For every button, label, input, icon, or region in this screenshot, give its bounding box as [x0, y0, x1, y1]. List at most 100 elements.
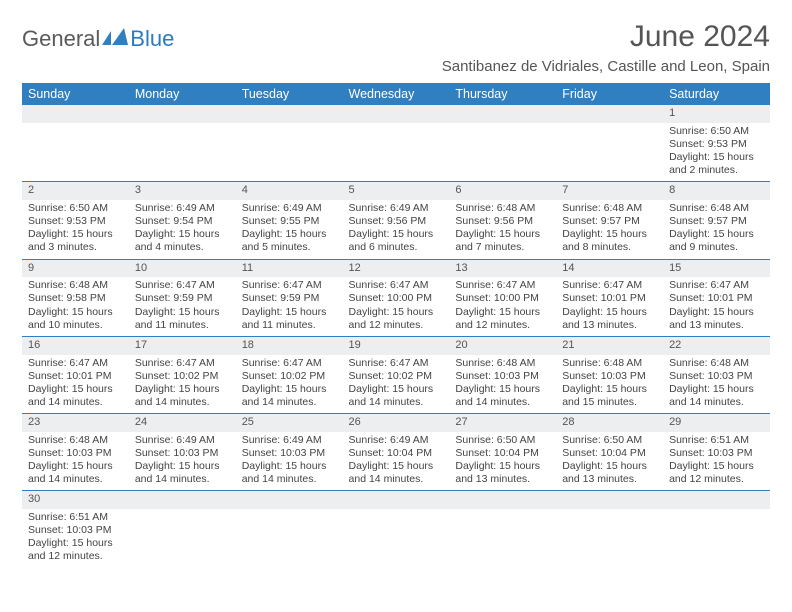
day-number: 29: [663, 414, 770, 432]
day-number: 21: [556, 337, 663, 355]
day-number: 12: [343, 260, 450, 278]
sunset-text: Sunset: 9:54 PM: [135, 215, 230, 228]
sunset-text: Sunset: 10:03 PM: [669, 447, 764, 460]
day-number: [556, 105, 663, 123]
calendar-week-row: 9Sunrise: 6:48 AMSunset: 9:58 PMDaylight…: [22, 259, 770, 336]
daylight-text: Daylight: 15 hours and 14 minutes.: [349, 383, 444, 409]
logo-text-general: General: [22, 26, 100, 52]
sunrise-text: Sunrise: 6:48 AM: [669, 357, 764, 370]
calendar-cell: [22, 105, 129, 182]
daylight-text: Daylight: 15 hours and 2 minutes.: [669, 151, 764, 177]
sunset-text: Sunset: 10:03 PM: [28, 447, 123, 460]
sunset-text: Sunset: 9:59 PM: [242, 292, 337, 305]
daylight-text: Daylight: 15 hours and 12 minutes.: [28, 537, 123, 563]
sunrise-text: Sunrise: 6:50 AM: [28, 202, 123, 215]
day-details: Sunrise: 6:47 AMSunset: 10:00 PMDaylight…: [343, 277, 450, 336]
calendar-cell: 21Sunrise: 6:48 AMSunset: 10:03 PMDaylig…: [556, 336, 663, 413]
sunset-text: Sunset: 9:57 PM: [562, 215, 657, 228]
calendar-cell: 2Sunrise: 6:50 AMSunset: 9:53 PMDaylight…: [22, 182, 129, 259]
sunset-text: Sunset: 10:01 PM: [669, 292, 764, 305]
sunrise-text: Sunrise: 6:48 AM: [455, 202, 550, 215]
sunset-text: Sunset: 9:56 PM: [349, 215, 444, 228]
calendar-week-row: 2Sunrise: 6:50 AMSunset: 9:53 PMDaylight…: [22, 182, 770, 259]
day-header: Monday: [129, 83, 236, 105]
day-details: Sunrise: 6:48 AMSunset: 9:57 PMDaylight:…: [556, 200, 663, 259]
day-number: 8: [663, 182, 770, 200]
day-number: 19: [343, 337, 450, 355]
sunrise-text: Sunrise: 6:47 AM: [28, 357, 123, 370]
day-number: 4: [236, 182, 343, 200]
day-details: Sunrise: 6:50 AMSunset: 9:53 PMDaylight:…: [22, 200, 129, 259]
day-number: 27: [449, 414, 556, 432]
calendar-week-row: 30Sunrise: 6:51 AMSunset: 10:03 PMDaylig…: [22, 491, 770, 568]
logo: General Blue: [22, 26, 174, 52]
sunset-text: Sunset: 10:03 PM: [242, 447, 337, 460]
sunrise-text: Sunrise: 6:48 AM: [562, 357, 657, 370]
day-details: Sunrise: 6:49 AMSunset: 10:03 PMDaylight…: [129, 432, 236, 491]
sunset-text: Sunset: 10:00 PM: [455, 292, 550, 305]
calendar-cell: 13Sunrise: 6:47 AMSunset: 10:00 PMDaylig…: [449, 259, 556, 336]
calendar-cell: [449, 105, 556, 182]
daylight-text: Daylight: 15 hours and 13 minutes.: [455, 460, 550, 486]
day-number: 24: [129, 414, 236, 432]
day-number: 11: [236, 260, 343, 278]
daylight-text: Daylight: 15 hours and 7 minutes.: [455, 228, 550, 254]
sunset-text: Sunset: 9:58 PM: [28, 292, 123, 305]
sunset-text: Sunset: 10:03 PM: [669, 370, 764, 383]
sunrise-text: Sunrise: 6:48 AM: [28, 279, 123, 292]
day-number: 30: [22, 491, 129, 509]
day-number: 28: [556, 414, 663, 432]
daylight-text: Daylight: 15 hours and 11 minutes.: [135, 306, 230, 332]
calendar-cell: 5Sunrise: 6:49 AMSunset: 9:56 PMDaylight…: [343, 182, 450, 259]
daylight-text: Daylight: 15 hours and 12 minutes.: [349, 306, 444, 332]
daylight-text: Daylight: 15 hours and 14 minutes.: [669, 383, 764, 409]
sunrise-text: Sunrise: 6:47 AM: [135, 357, 230, 370]
calendar-cell: 4Sunrise: 6:49 AMSunset: 9:55 PMDaylight…: [236, 182, 343, 259]
day-number: 14: [556, 260, 663, 278]
day-header: Tuesday: [236, 83, 343, 105]
sunrise-text: Sunrise: 6:51 AM: [28, 511, 123, 524]
calendar-cell: [129, 491, 236, 568]
calendar-cell: 3Sunrise: 6:49 AMSunset: 9:54 PMDaylight…: [129, 182, 236, 259]
daylight-text: Daylight: 15 hours and 4 minutes.: [135, 228, 230, 254]
sunrise-text: Sunrise: 6:50 AM: [455, 434, 550, 447]
daylight-text: Daylight: 15 hours and 14 minutes.: [135, 383, 230, 409]
calendar-cell: 22Sunrise: 6:48 AMSunset: 10:03 PMDaylig…: [663, 336, 770, 413]
daylight-text: Daylight: 15 hours and 12 minutes.: [455, 306, 550, 332]
calendar-cell: [556, 491, 663, 568]
calendar-cell: 25Sunrise: 6:49 AMSunset: 10:03 PMDaylig…: [236, 414, 343, 491]
day-number: [22, 105, 129, 123]
day-details: Sunrise: 6:48 AMSunset: 10:03 PMDaylight…: [663, 355, 770, 414]
day-details: Sunrise: 6:51 AMSunset: 10:03 PMDaylight…: [663, 432, 770, 491]
day-header: Wednesday: [343, 83, 450, 105]
calendar-cell: [449, 491, 556, 568]
day-details: Sunrise: 6:49 AMSunset: 9:54 PMDaylight:…: [129, 200, 236, 259]
daylight-text: Daylight: 15 hours and 12 minutes.: [669, 460, 764, 486]
calendar-cell: 1Sunrise: 6:50 AMSunset: 9:53 PMDaylight…: [663, 105, 770, 182]
day-details: Sunrise: 6:50 AMSunset: 10:04 PMDaylight…: [556, 432, 663, 491]
header: General Blue June 2024 Santibanez de Vid…: [22, 20, 770, 81]
day-number: [129, 105, 236, 123]
calendar-cell: 29Sunrise: 6:51 AMSunset: 10:03 PMDaylig…: [663, 414, 770, 491]
sunset-text: Sunset: 10:03 PM: [562, 370, 657, 383]
sunrise-text: Sunrise: 6:50 AM: [562, 434, 657, 447]
day-details: Sunrise: 6:49 AMSunset: 9:56 PMDaylight:…: [343, 200, 450, 259]
sunrise-text: Sunrise: 6:47 AM: [242, 279, 337, 292]
daylight-text: Daylight: 15 hours and 9 minutes.: [669, 228, 764, 254]
calendar-cell: [343, 491, 450, 568]
sunrise-text: Sunrise: 6:49 AM: [242, 202, 337, 215]
day-number: [129, 491, 236, 509]
day-header: Saturday: [663, 83, 770, 105]
daylight-text: Daylight: 15 hours and 14 minutes.: [28, 460, 123, 486]
day-number: 18: [236, 337, 343, 355]
sunset-text: Sunset: 10:03 PM: [455, 370, 550, 383]
calendar-page: General Blue June 2024 Santibanez de Vid…: [0, 0, 792, 578]
calendar-cell: 17Sunrise: 6:47 AMSunset: 10:02 PMDaylig…: [129, 336, 236, 413]
day-details: Sunrise: 6:50 AMSunset: 9:53 PMDaylight:…: [663, 123, 770, 182]
calendar-week-row: 1Sunrise: 6:50 AMSunset: 9:53 PMDaylight…: [22, 105, 770, 182]
sunrise-text: Sunrise: 6:49 AM: [349, 202, 444, 215]
calendar-cell: 26Sunrise: 6:49 AMSunset: 10:04 PMDaylig…: [343, 414, 450, 491]
sunrise-text: Sunrise: 6:47 AM: [349, 279, 444, 292]
sunset-text: Sunset: 10:04 PM: [562, 447, 657, 460]
day-details: Sunrise: 6:47 AMSunset: 10:02 PMDaylight…: [343, 355, 450, 414]
